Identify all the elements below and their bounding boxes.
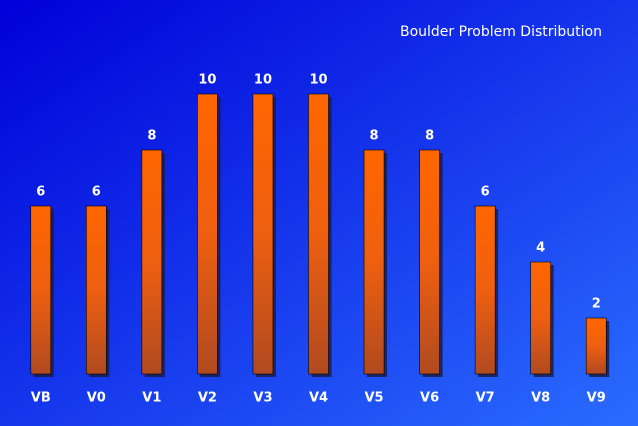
- data-label: 8: [370, 129, 379, 144]
- data-label: 4: [536, 241, 545, 256]
- data-label: 6: [92, 185, 101, 200]
- data-label: 8: [425, 129, 434, 144]
- x-tick-label: V2: [198, 391, 217, 406]
- data-label: 6: [481, 185, 490, 200]
- bar: [252, 93, 274, 375]
- bar: [585, 317, 607, 375]
- bar: [530, 261, 551, 375]
- x-tick-label: V5: [364, 391, 383, 406]
- x-tick-label: V8: [531, 391, 550, 406]
- x-tick-label: V4: [309, 391, 328, 406]
- bar: [141, 149, 163, 375]
- bar: [197, 93, 218, 375]
- x-tick-label: V6: [420, 391, 439, 406]
- x-tick-label: V9: [587, 391, 606, 406]
- data-label: 10: [254, 73, 272, 88]
- bar: [363, 149, 385, 375]
- x-tick-label: V1: [142, 391, 161, 406]
- data-label: 6: [36, 185, 45, 200]
- x-tick-label: V0: [87, 391, 106, 406]
- bar: [86, 205, 107, 375]
- data-label: 2: [592, 297, 601, 312]
- x-tick-label: VB: [31, 391, 51, 406]
- data-label: 8: [147, 129, 156, 144]
- chart-title: Boulder Problem Distribution: [400, 24, 602, 40]
- bar: [474, 205, 496, 375]
- data-label: 10: [198, 73, 216, 88]
- bar: [308, 93, 329, 375]
- bar: [419, 149, 440, 375]
- bar: [30, 205, 52, 375]
- data-label: 10: [309, 73, 327, 88]
- x-tick-label: V7: [476, 391, 495, 406]
- x-tick-label: V3: [253, 391, 272, 406]
